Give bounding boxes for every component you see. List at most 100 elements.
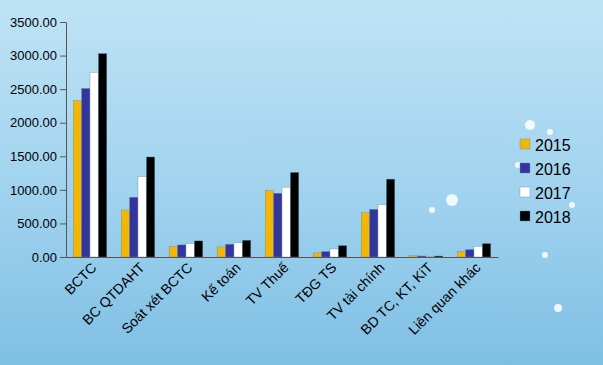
bar bbox=[169, 246, 177, 257]
bar-series bbox=[82, 88, 474, 257]
tick-label: 1500.00 bbox=[10, 149, 57, 164]
axis-line bbox=[66, 23, 67, 258]
bar bbox=[418, 256, 426, 257]
tick: Kế toán bbox=[198, 257, 243, 305]
bar bbox=[138, 176, 146, 257]
bar bbox=[466, 250, 474, 257]
tick: 3000.00 bbox=[10, 48, 66, 63]
tick-label: TV Thuế bbox=[242, 259, 291, 308]
legend-item: 2017 bbox=[520, 185, 571, 202]
tick-label: TĐG TS bbox=[292, 259, 339, 306]
bar bbox=[370, 209, 378, 257]
legend: 2015 2016 2017 2018 bbox=[520, 137, 571, 226]
bar bbox=[121, 210, 129, 257]
bar bbox=[217, 247, 225, 257]
x-axis: BCTCBC QTDAHTSoát xét BCTCKế toánTV Thuế… bbox=[61, 257, 498, 338]
bar bbox=[457, 252, 465, 257]
tick: 500.00 bbox=[17, 216, 66, 231]
bar bbox=[386, 179, 394, 257]
bar bbox=[186, 244, 194, 257]
sparkle bbox=[525, 120, 535, 130]
tick: 2500.00 bbox=[10, 82, 66, 97]
tick: BCTC bbox=[61, 257, 99, 298]
tick: TV Thuế bbox=[242, 257, 291, 308]
tick-mark bbox=[60, 156, 66, 157]
legend-label: 2015 bbox=[535, 137, 571, 154]
bars bbox=[73, 54, 491, 257]
tick: Soát xét BCTC bbox=[118, 257, 195, 337]
tick-label: 0.00 bbox=[32, 250, 57, 265]
bar bbox=[313, 253, 321, 257]
legend-swatch bbox=[520, 187, 530, 197]
bar bbox=[409, 256, 417, 257]
bar bbox=[98, 54, 106, 257]
bar bbox=[226, 244, 234, 257]
bar bbox=[90, 72, 98, 257]
legend-label: 2016 bbox=[535, 161, 571, 178]
bar bbox=[290, 172, 298, 257]
bar-series bbox=[98, 54, 490, 257]
bar-series bbox=[73, 101, 465, 257]
bar bbox=[178, 245, 186, 257]
tick-mark bbox=[60, 56, 66, 57]
bar bbox=[274, 193, 282, 257]
tick: 1000.00 bbox=[10, 183, 66, 198]
bar bbox=[194, 241, 202, 257]
bar bbox=[434, 256, 442, 257]
legend-swatch bbox=[520, 163, 530, 173]
chart-background: 0.00 500.00 1000.00 1500.00 2000.00 2500.00 30… bbox=[0, 0, 603, 365]
sparkle bbox=[542, 252, 548, 258]
bar bbox=[482, 244, 490, 257]
bar bbox=[361, 213, 369, 257]
tick-label: BCTC bbox=[61, 259, 99, 297]
tick: 2000.00 bbox=[10, 115, 66, 130]
tick: 3500.00 bbox=[10, 15, 66, 30]
legend-swatch bbox=[520, 139, 530, 149]
bar bbox=[282, 187, 290, 257]
bar bbox=[242, 240, 250, 257]
legend-item: 2016 bbox=[520, 161, 571, 178]
bar bbox=[146, 157, 154, 257]
tick-label: 3500.00 bbox=[10, 15, 57, 30]
legend-swatch bbox=[520, 211, 530, 221]
sparkle bbox=[446, 194, 458, 206]
tick: TĐG TS bbox=[292, 257, 339, 307]
sparkle bbox=[429, 207, 435, 213]
bar bbox=[73, 101, 81, 257]
legend-item: 2018 bbox=[520, 209, 571, 226]
tick: 1500.00 bbox=[10, 149, 66, 164]
tick: 0.00 bbox=[32, 250, 66, 265]
chart: 0.00 500.00 1000.00 1500.00 2000.00 2500.00 30… bbox=[0, 0, 603, 365]
tick-label: 1000.00 bbox=[10, 183, 57, 198]
sparkle bbox=[554, 304, 562, 312]
bar bbox=[265, 191, 273, 257]
tick-label: Liên quan khác bbox=[405, 259, 483, 337]
bar bbox=[330, 249, 338, 257]
tick: Liên quan khác bbox=[405, 257, 483, 338]
legend-label: 2018 bbox=[535, 209, 571, 226]
tick-mark bbox=[60, 223, 66, 224]
axis-line bbox=[67, 257, 499, 258]
tick-label: Kế toán bbox=[198, 259, 243, 304]
bar bbox=[426, 256, 434, 257]
tick-label: 500.00 bbox=[17, 216, 57, 231]
bar bbox=[234, 243, 242, 257]
legend-label: 2017 bbox=[535, 185, 571, 202]
bar bbox=[474, 246, 482, 257]
bar bbox=[338, 246, 346, 257]
bar bbox=[130, 197, 138, 257]
tick-label: 3000.00 bbox=[10, 48, 57, 63]
sparkle bbox=[569, 202, 575, 208]
bar bbox=[82, 88, 90, 257]
plot: 0.00 500.00 1000.00 1500.00 2000.00 2500.00 30… bbox=[10, 15, 499, 338]
tick-mark bbox=[60, 22, 66, 23]
bar bbox=[322, 252, 330, 257]
bar-series bbox=[90, 72, 482, 257]
tick-mark bbox=[60, 89, 66, 90]
sparkle bbox=[547, 129, 553, 135]
tick-label: 2000.00 bbox=[10, 115, 57, 130]
tick-mark bbox=[60, 257, 66, 258]
bar bbox=[378, 205, 386, 257]
y-axis: 0.00 500.00 1000.00 1500.00 2000.00 2500.00 30… bbox=[10, 15, 67, 265]
tick-label: Soát xét BCTC bbox=[118, 259, 195, 336]
